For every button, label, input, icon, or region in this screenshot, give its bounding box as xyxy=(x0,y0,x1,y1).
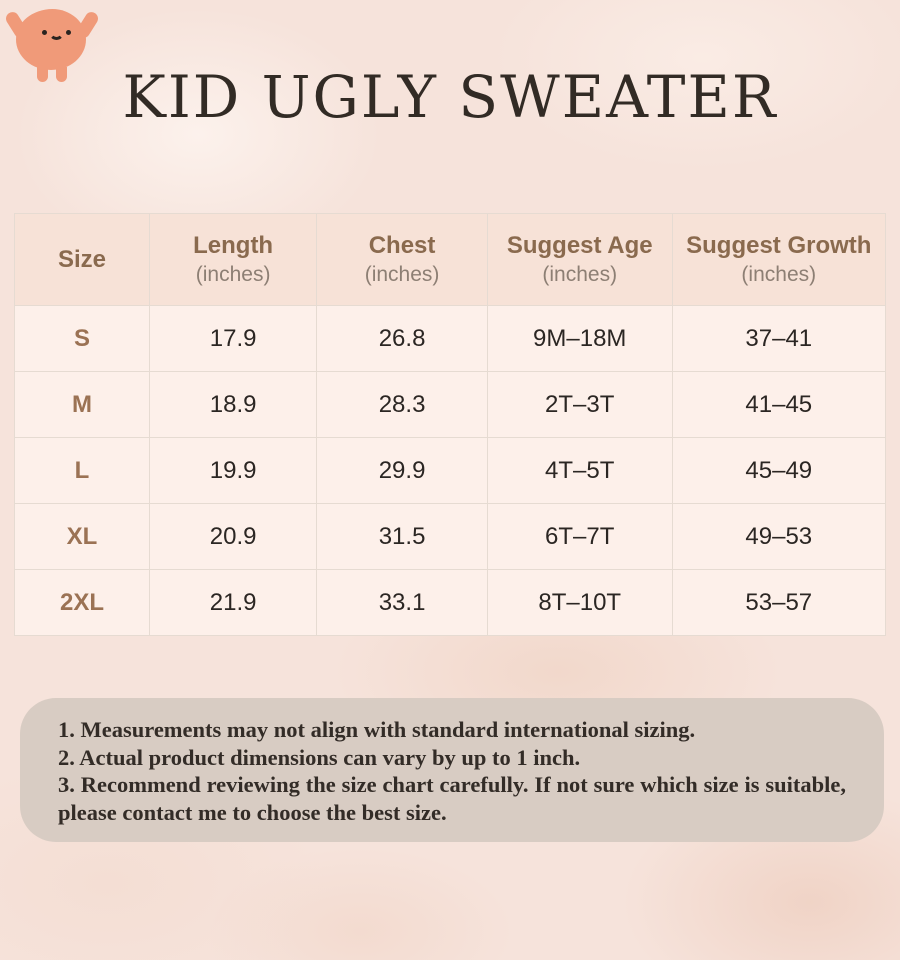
col-header-suggest-growth-label: Suggest Growth xyxy=(686,232,872,259)
mascot-leg-right xyxy=(56,67,67,82)
blob-mascot-icon xyxy=(3,4,101,82)
table-body: S 17.9 26.8 9M–18M 37–41 M 18.9 28.3 2T–… xyxy=(14,305,887,636)
size-value: L xyxy=(14,437,150,504)
size-value: S xyxy=(14,305,150,372)
col-header-length-unit: (inches) xyxy=(195,263,271,286)
length-value: 21.9 xyxy=(148,569,318,636)
mascot-eye-left xyxy=(42,30,47,35)
col-header-size: Size xyxy=(14,213,150,306)
size-value: XL xyxy=(14,503,150,570)
mascot-smile xyxy=(49,29,64,40)
age-value: 9M–18M xyxy=(486,305,673,372)
mascot-eye-right xyxy=(66,30,71,35)
size-chart-table: Size Length (inches) Chest (inches) Sugg… xyxy=(14,213,887,636)
length-value: 19.9 xyxy=(148,437,318,504)
table-row-l: L 19.9 29.9 4T–5T 45–49 xyxy=(14,437,887,504)
size-value: M xyxy=(14,371,150,438)
mascot-leg-left xyxy=(37,67,48,82)
table-header: Size Length (inches) Chest (inches) Sugg… xyxy=(14,213,887,306)
growth-value: 53–57 xyxy=(671,569,887,636)
age-value: 4T–5T xyxy=(486,437,673,504)
note-item-3: 3. Recommend reviewing the size chart ca… xyxy=(58,772,846,825)
growth-value: 41–45 xyxy=(671,371,887,438)
note-item-2: 2. Actual product dimensions can vary by… xyxy=(58,744,581,770)
col-header-suggest-age: Suggest Age (inches) xyxy=(486,213,673,306)
chest-value: 31.5 xyxy=(316,503,488,570)
col-header-length: Length (inches) xyxy=(148,213,318,306)
length-value: 20.9 xyxy=(148,503,318,570)
col-header-chest: Chest (inches) xyxy=(316,213,488,306)
growth-value: 49–53 xyxy=(671,503,887,570)
table-row-xl: XL 20.9 31.5 6T–7T 49–53 xyxy=(14,503,887,570)
size-value: 2XL xyxy=(14,569,150,636)
note-item-1: 1. Measurements may not align with stand… xyxy=(58,717,696,742)
chest-value: 26.8 xyxy=(316,305,488,372)
col-header-suggest-growth: Suggest Growth (inches) xyxy=(671,213,887,306)
col-header-suggest-age-unit: (inches) xyxy=(542,263,618,286)
col-header-chest-unit: (inches) xyxy=(364,263,440,286)
growth-value: 45–49 xyxy=(671,437,887,504)
page-title: KID UGLY SWEATER xyxy=(122,63,778,131)
age-value: 6T–7T xyxy=(486,503,673,570)
header-row: Size Length (inches) Chest (inches) Sugg… xyxy=(14,213,887,306)
col-header-suggest-growth-unit: (inches) xyxy=(741,263,817,286)
col-header-suggest-age-label: Suggest Age xyxy=(506,232,653,259)
notes-panel: 1. Measurements may not align with stand… xyxy=(20,698,884,842)
table-row-s: S 17.9 26.8 9M–18M 37–41 xyxy=(14,305,887,372)
chest-value: 29.9 xyxy=(316,437,488,504)
col-header-size-label: Size xyxy=(57,245,107,273)
col-header-chest-label: Chest xyxy=(368,232,436,259)
mascot-body xyxy=(16,9,86,70)
age-value: 8T–10T xyxy=(486,569,673,636)
chest-value: 33.1 xyxy=(316,569,488,636)
table-row-m: M 18.9 28.3 2T–3T 41–45 xyxy=(14,371,887,438)
table-row-2xl: 2XL 21.9 33.1 8T–10T 53–57 xyxy=(14,569,887,636)
age-value: 2T–3T xyxy=(486,371,673,438)
chest-value: 28.3 xyxy=(316,371,488,438)
growth-value: 37–41 xyxy=(671,305,887,372)
length-value: 17.9 xyxy=(148,305,318,372)
length-value: 18.9 xyxy=(148,371,318,438)
col-header-length-label: Length xyxy=(193,232,274,259)
